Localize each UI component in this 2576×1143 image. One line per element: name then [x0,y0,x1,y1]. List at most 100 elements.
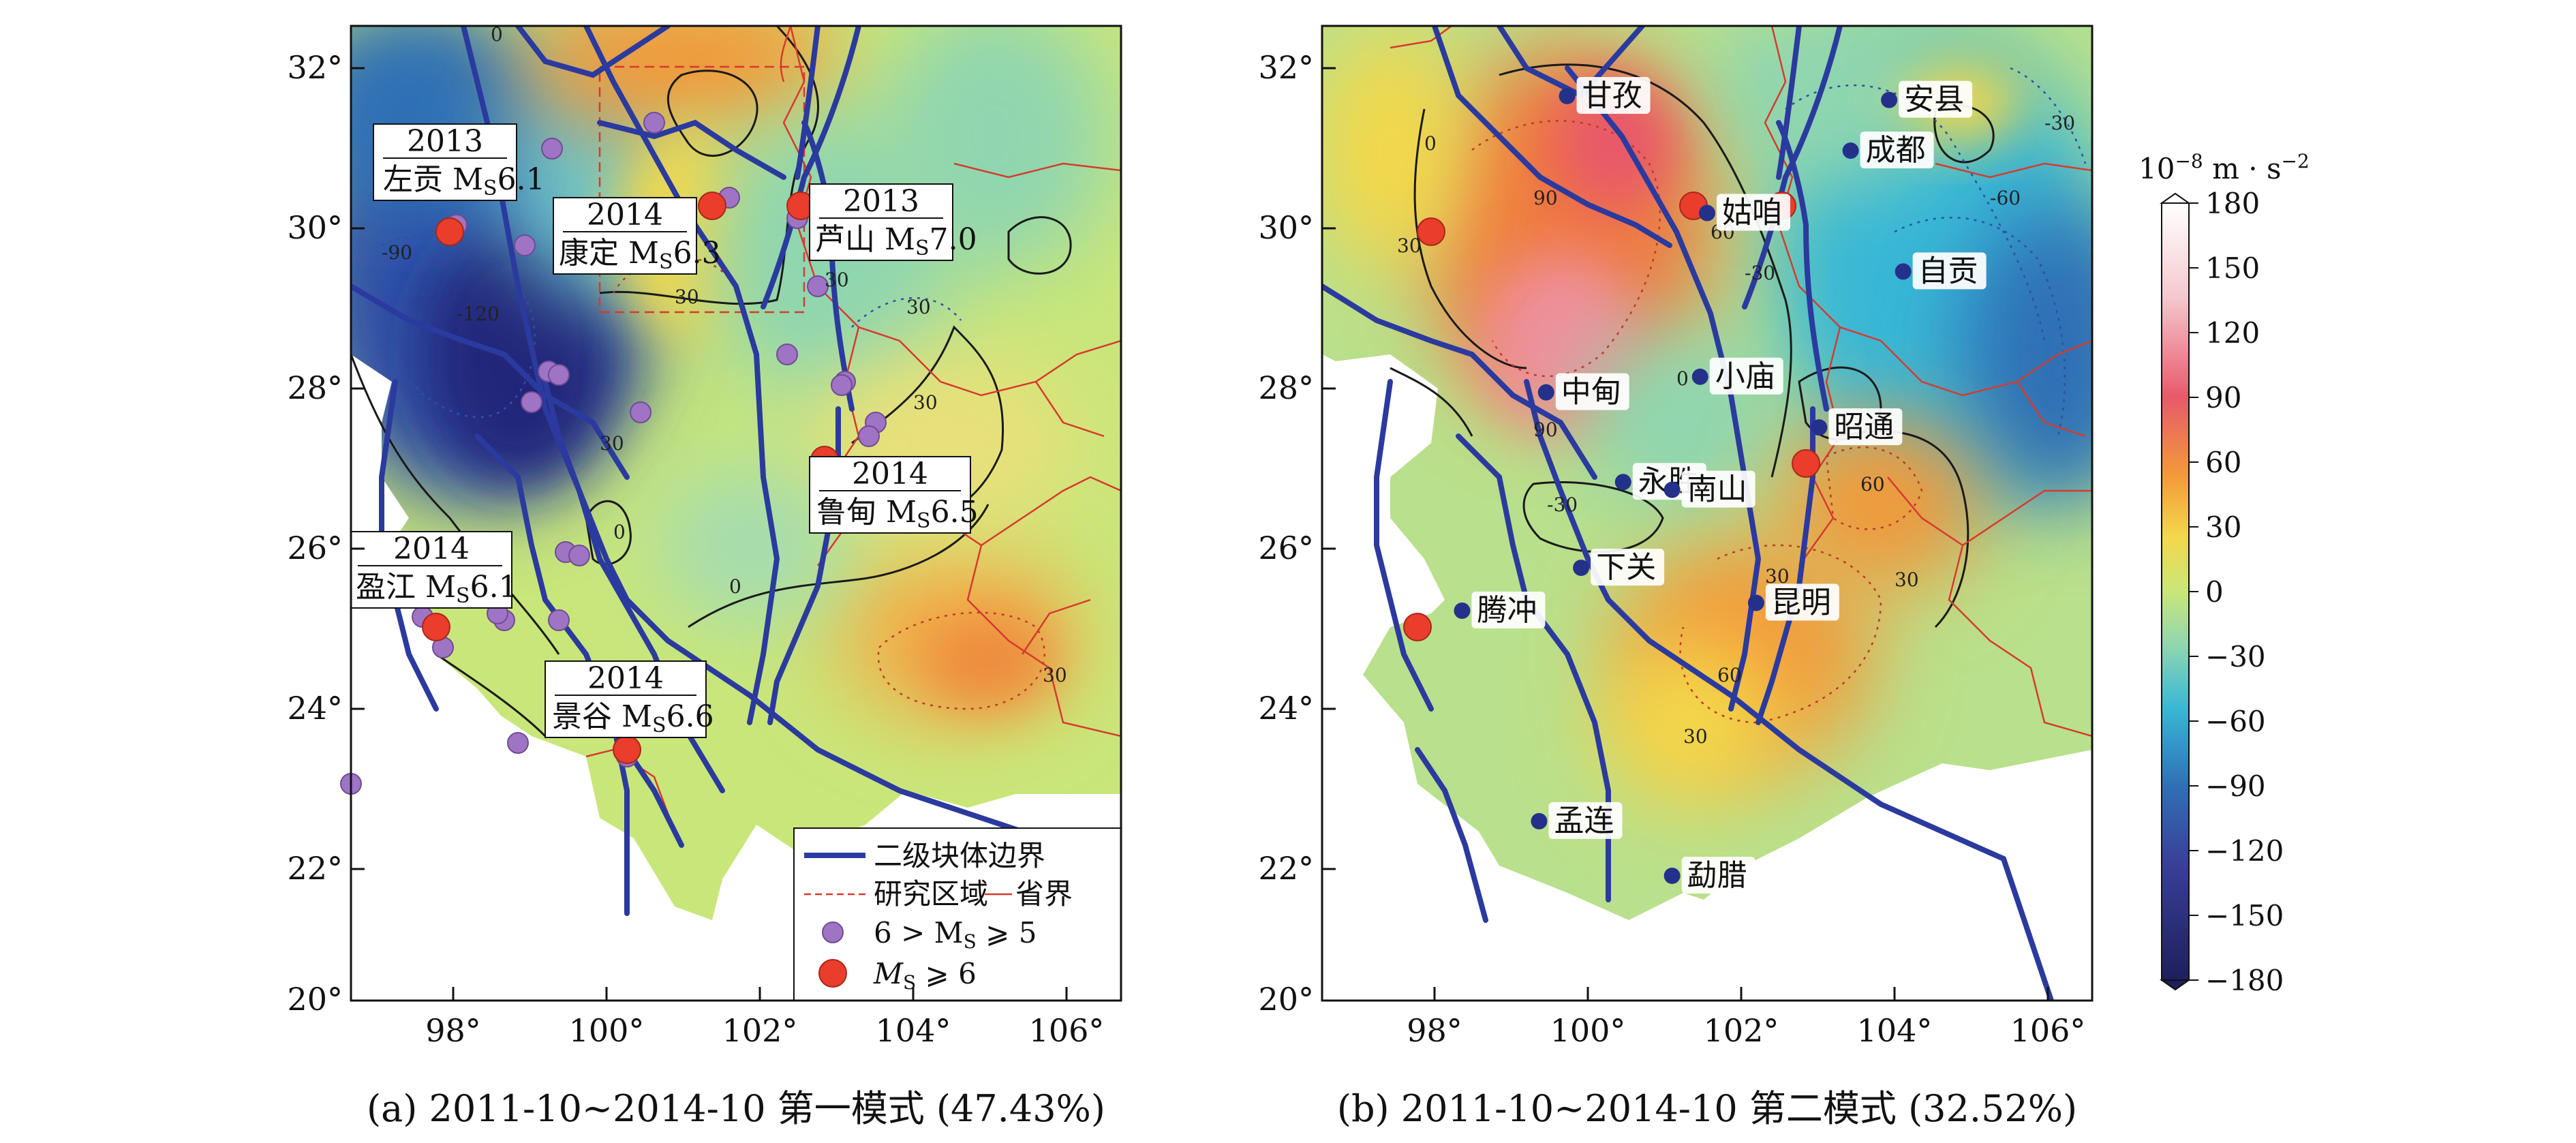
colorbar-tick-label: 0 [2205,575,2224,609]
lat-tick-label: 30° [287,209,343,246]
legend-block-boundary-label: 二级块体边界 [874,839,1045,872]
contour-label: 30 [1683,725,1708,748]
colorbar-bar [2161,202,2190,981]
city-label: 勐腊 [1687,858,1747,893]
event-box: 2014 盈江 MS6.1 [350,531,518,609]
city-label: 下关 [1596,550,1656,585]
city-dot [1573,560,1590,577]
city-label: 昭通 [1834,410,1894,444]
contour-label: 30 [906,296,931,318]
lat-tick-label: 20° [1258,981,1314,1018]
city-label-bg [1717,194,1790,231]
svg-text:2014: 2014 [852,457,928,491]
colorbar-tick-label: −30 [2205,640,2266,673]
city-dot [1747,594,1764,611]
svg-text:芦山 MS7.0: 芦山 MS7.0 [815,222,977,260]
event-box: 2014 景谷 MS6.6 [545,660,714,738]
event-box: 2013 芦山 MS7.0 [809,183,977,261]
panel-b-lon-labels: 98° 100° 102° 104° 106° [1407,1012,2085,1049]
panel-b-province-borders [1390,26,2092,737]
colorbar-top-arrow [2159,192,2192,204]
colorbar-tick-label: −120 [2205,834,2284,868]
city-label-bg [1860,132,1934,169]
city-label: 昆明 [1771,585,1831,620]
city-label: 姑咱 [1722,196,1782,230]
svg-text:2014: 2014 [587,198,663,232]
city-label-bg [1471,592,1546,628]
colorbar-tick-label: −180 [2205,964,2284,997]
contour-label: -120 [457,303,500,325]
legend-province-label: 省界 [1015,877,1073,911]
lon-tick-label: 106° [2010,1012,2086,1049]
city-label: 南山 [1687,472,1747,507]
city-label-bg [1681,856,1755,894]
colorbar: 10−8 m · s−2 180 150 120 90 60 30 0 −30 −60 −90 −1… [2138,150,2310,997]
colorbar-tick-label: 60 [2205,446,2241,479]
contour-label: 60 [1717,664,1742,686]
panel-a-contour-labels: 0 -90 -120 30 0 30 30 30 30 0 30 [382,23,1067,686]
lon-tick-label: 100° [569,1012,645,1049]
event-box: 2014 鲁甸 MS6.5 [809,456,979,534]
lon-tick-label: 104° [1857,1012,1933,1049]
svg-text:康定 MS6.3: 康定 MS6.3 [559,236,721,274]
contour-label: 0 [613,521,626,543]
city-label: 小庙 [1715,359,1775,394]
contour-label: 0 [1424,132,1437,155]
legend-small-quake-label: 6 > MS ⩾ 5 [874,916,1037,953]
contour-label: 0 [1676,367,1689,390]
lat-tick-label: 22° [287,850,343,887]
city-label: 孟连 [1554,804,1614,838]
contour-label: 30 [825,269,849,291]
panel-a-blue-dotted-contours [381,235,962,418]
colorbar-unit: 10−8 m · s−2 [2138,150,2310,185]
city-label-bg [1681,470,1755,508]
svg-text:2013: 2013 [407,124,483,159]
colorbar-tick-label: −150 [2205,899,2284,932]
city-label: 甘孜 [1582,78,1642,113]
panel-a-province-borders [585,26,1121,832]
legend-study-area-label: 研究区域 [874,877,988,911]
city-dot [1663,481,1681,498]
city-label-bg [1899,80,1973,118]
panel-b-caption: (b) 2011-10~2014-10 第二模式 (32.52%) [1337,1087,2077,1130]
legend-large-quake-marker [818,959,847,988]
city-label-bg [1828,408,1903,446]
panel-a-ticks [351,67,1068,1001]
city-dot [1699,204,1715,222]
panel-b-contour-labels: 0 -30 -60 90 60 -30 0 90 30 60 -30 30 30… [1397,112,2075,748]
city-dot [1881,91,1898,108]
contour-label: 0 [491,23,503,46]
event-box: 2014 康定 MS6.3 [553,197,721,275]
contour-label: -30 [1745,262,1775,284]
contour-label: 90 [1533,418,1558,441]
city-label-bg [1555,373,1629,410]
city-label: 自贡 [1918,254,1978,288]
panel-a-legend: 二级块体边界 研究区域 省界 6 > MS ⩾ 5 MS ⩾ 6 [793,827,1122,1001]
colorbar-ticks: 180 150 120 90 60 30 0 −30 −60 −90 −120 −150 −180 [2189,187,2284,997]
city-label-bg [1709,357,1783,395]
panel-a-lat-labels: 32° 30° 28° 26° 24° 22° 20° [287,49,343,1018]
lon-tick-label: 98° [1407,1012,1462,1049]
lat-tick-label: 32° [287,49,343,86]
svg-text:景谷 MS6.6: 景谷 MS6.6 [552,699,714,737]
event-box: 2013 左贡 MS6.1 [373,123,545,201]
lat-tick-label: 24° [287,690,343,727]
city-label-bg [1548,802,1623,839]
contour-label: -30 [2044,112,2075,134]
city-label: 成都 [1866,133,1926,168]
svg-text:左贡 MS6.1: 左贡 MS6.1 [383,162,545,200]
lon-tick-label: 106° [1029,1012,1105,1049]
city-dot [1531,812,1548,829]
lat-tick-label: 26° [287,530,343,566]
colorbar-tick-label: −90 [2205,769,2266,803]
city-label-bg [1765,583,1839,621]
city-label: 中甸 [1561,375,1621,410]
contour-label: -30 [1547,493,1578,516]
lon-tick-label: 100° [1550,1012,1626,1049]
contour-label: 30 [600,432,624,455]
svg-text:2014: 2014 [393,532,470,566]
svg-text:鲁甸 MS6.5: 鲁甸 MS6.5 [816,495,979,533]
panel-b-ticks [1322,67,2049,1001]
